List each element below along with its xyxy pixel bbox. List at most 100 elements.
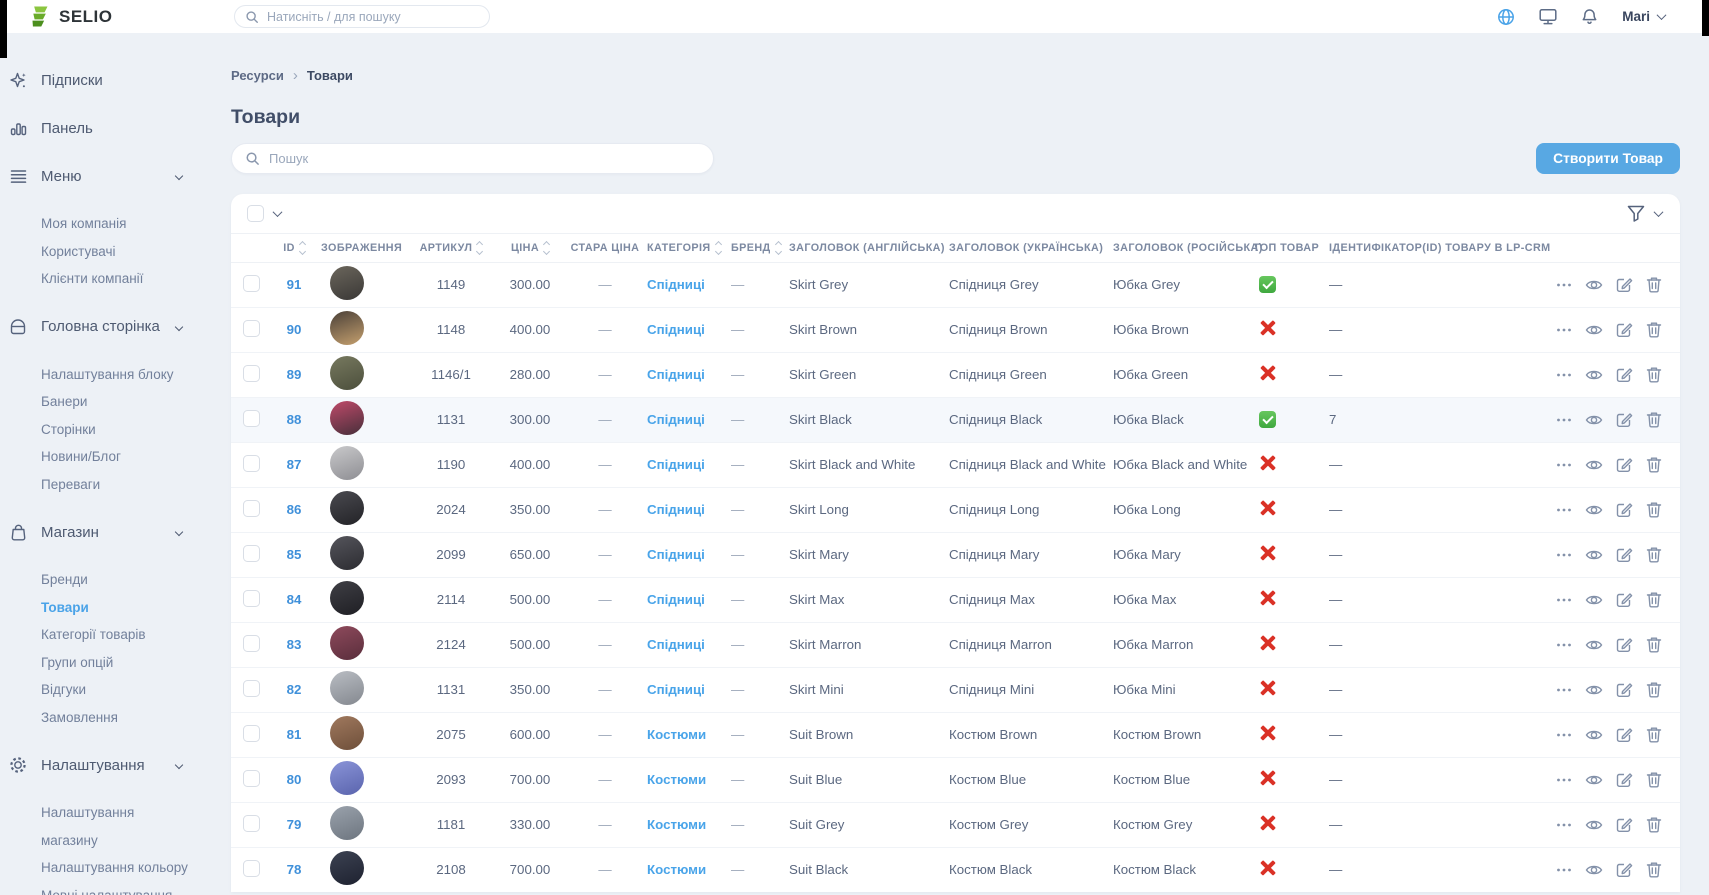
view-icon[interactable] xyxy=(1585,772,1603,788)
sidebar-subitem-shop-settings[interactable]: Налаштування магазину xyxy=(41,805,135,848)
select-all-checkbox[interactable] xyxy=(247,205,264,222)
monitor-icon[interactable] xyxy=(1539,8,1557,25)
edit-icon[interactable] xyxy=(1616,681,1633,698)
product-id-link[interactable]: 83 xyxy=(286,637,302,652)
delete-icon[interactable] xyxy=(1646,771,1662,788)
edit-icon[interactable] xyxy=(1616,501,1633,518)
sidebar-item-home-page[interactable]: Головна сторінка xyxy=(8,313,200,341)
view-icon[interactable] xyxy=(1585,367,1603,383)
delete-icon[interactable] xyxy=(1646,546,1662,563)
more-options-icon[interactable] xyxy=(1556,637,1572,653)
view-icon[interactable] xyxy=(1585,322,1603,338)
delete-icon[interactable] xyxy=(1646,456,1662,473)
globe-icon[interactable] xyxy=(1497,8,1515,26)
view-icon[interactable] xyxy=(1585,457,1603,473)
row-checkbox[interactable] xyxy=(242,814,260,832)
delete-icon[interactable] xyxy=(1646,591,1662,608)
view-icon[interactable] xyxy=(1585,862,1603,878)
category-link[interactable]: Спідниці xyxy=(647,412,705,427)
edit-icon[interactable] xyxy=(1616,636,1633,653)
view-icon[interactable] xyxy=(1585,727,1603,743)
view-icon[interactable] xyxy=(1585,682,1603,698)
more-options-icon[interactable] xyxy=(1556,322,1572,338)
row-checkbox[interactable] xyxy=(242,859,260,877)
product-id-link[interactable]: 84 xyxy=(286,592,302,607)
sidebar-subitem-banners[interactable]: Банери xyxy=(41,394,88,409)
more-options-icon[interactable] xyxy=(1556,547,1572,563)
product-id-link[interactable]: 81 xyxy=(286,727,302,742)
column-header-articul[interactable]: АРТИКУЛ xyxy=(405,234,497,263)
product-id-link[interactable]: 91 xyxy=(286,277,302,292)
table-search-input[interactable] xyxy=(269,151,700,166)
sidebar-subitem-option-groups[interactable]: Групи опцій xyxy=(41,654,114,670)
row-checkbox[interactable] xyxy=(242,499,260,517)
product-id-link[interactable]: 82 xyxy=(286,682,302,697)
global-search[interactable] xyxy=(234,5,490,28)
category-link[interactable]: Костюми xyxy=(647,772,707,787)
view-icon[interactable] xyxy=(1585,412,1603,428)
category-link[interactable]: Спідниці xyxy=(647,637,705,652)
edit-icon[interactable] xyxy=(1616,366,1633,383)
sidebar-subitem-brands[interactable]: Бренди xyxy=(41,572,88,587)
sidebar-subitem-users[interactable]: Користувачі xyxy=(41,243,116,259)
delete-icon[interactable] xyxy=(1646,816,1662,833)
delete-icon[interactable] xyxy=(1646,681,1662,698)
row-checkbox[interactable] xyxy=(242,724,260,742)
delete-icon[interactable] xyxy=(1646,366,1662,383)
row-checkbox[interactable] xyxy=(242,544,260,562)
row-checkbox[interactable] xyxy=(242,679,260,697)
sort-icon[interactable] xyxy=(543,240,551,256)
product-id-link[interactable]: 86 xyxy=(286,502,302,517)
sidebar-subitem-products[interactable]: Товари xyxy=(41,599,89,615)
product-id-link[interactable]: 89 xyxy=(286,367,302,382)
edit-icon[interactable] xyxy=(1616,816,1633,833)
column-header-id[interactable]: ID xyxy=(271,234,317,263)
row-checkbox[interactable] xyxy=(242,634,260,652)
delete-icon[interactable] xyxy=(1646,276,1662,293)
edit-icon[interactable] xyxy=(1616,411,1633,428)
category-link[interactable]: Спідниці xyxy=(647,502,705,517)
more-options-icon[interactable] xyxy=(1556,457,1572,473)
column-header-category[interactable]: КАТЕГОРІЯ xyxy=(647,234,731,263)
delete-icon[interactable] xyxy=(1646,501,1662,518)
sidebar-subitem-advantages[interactable]: Переваги xyxy=(41,476,101,492)
view-icon[interactable] xyxy=(1585,637,1603,653)
row-checkbox[interactable] xyxy=(242,769,260,787)
sidebar-subitem-pages[interactable]: Сторінки xyxy=(41,421,96,437)
more-options-icon[interactable] xyxy=(1556,412,1572,428)
more-options-icon[interactable] xyxy=(1556,682,1572,698)
sidebar-subitem-my-company[interactable]: Моя компанія xyxy=(41,216,127,231)
product-id-link[interactable]: 79 xyxy=(286,817,302,832)
sidebar-subitem-company-clients[interactable]: Клієнти компанії xyxy=(41,271,144,286)
delete-icon[interactable] xyxy=(1646,411,1662,428)
product-id-link[interactable]: 88 xyxy=(286,412,302,427)
row-checkbox[interactable] xyxy=(242,274,260,292)
category-link[interactable]: Спідниці xyxy=(647,592,705,607)
sidebar-item-shop[interactable]: Магазин xyxy=(8,518,200,546)
view-icon[interactable] xyxy=(1585,592,1603,608)
column-header-brand[interactable]: БРЕНД xyxy=(731,234,789,263)
delete-icon[interactable] xyxy=(1646,726,1662,743)
row-checkbox[interactable] xyxy=(242,409,260,427)
more-options-icon[interactable] xyxy=(1556,367,1572,383)
sidebar-subitem-block-settings[interactable]: Налаштування блоку xyxy=(41,366,174,382)
edit-icon[interactable] xyxy=(1616,456,1633,473)
category-link[interactable]: Спідниці xyxy=(647,322,705,337)
delete-icon[interactable] xyxy=(1646,861,1662,878)
edit-icon[interactable] xyxy=(1616,321,1633,338)
category-link[interactable]: Спідниці xyxy=(647,457,705,472)
sort-icon[interactable] xyxy=(774,240,782,256)
delete-icon[interactable] xyxy=(1646,321,1662,338)
more-options-icon[interactable] xyxy=(1556,772,1572,788)
column-header-price[interactable]: ЦІНА xyxy=(497,234,563,263)
sidebar-subitem-orders[interactable]: Замовлення xyxy=(41,709,118,725)
row-checkbox[interactable] xyxy=(242,319,260,337)
sidebar-item-settings[interactable]: Налаштування xyxy=(8,751,200,779)
edit-icon[interactable] xyxy=(1616,591,1633,608)
sidebar-subitem-news-blog[interactable]: Новини/Блог xyxy=(41,449,121,464)
edit-icon[interactable] xyxy=(1616,861,1633,878)
category-link[interactable]: Спідниці xyxy=(647,547,705,562)
more-options-icon[interactable] xyxy=(1556,502,1572,518)
bell-icon[interactable] xyxy=(1581,8,1598,26)
sidebar-item-menu[interactable]: Меню xyxy=(8,162,200,190)
